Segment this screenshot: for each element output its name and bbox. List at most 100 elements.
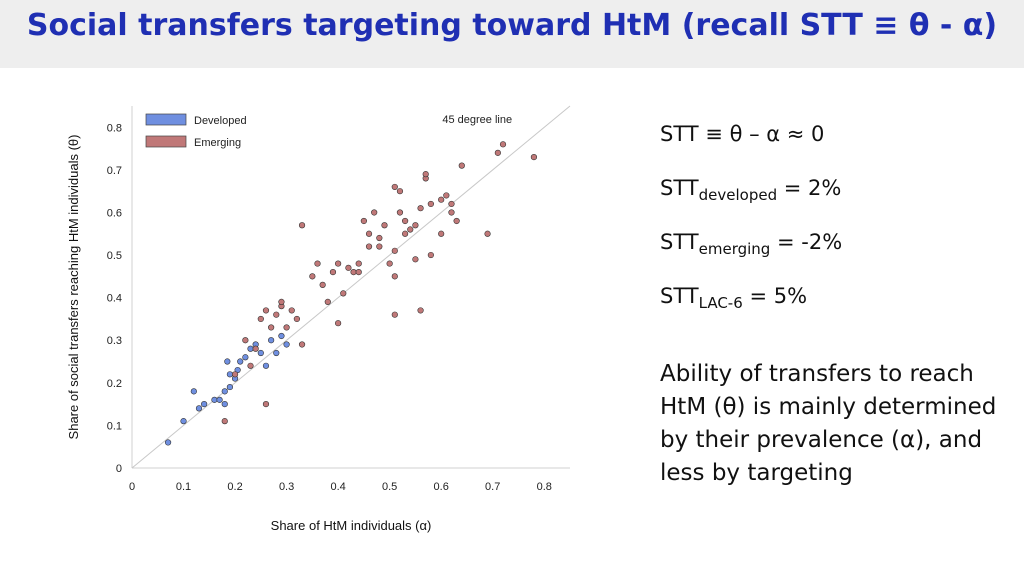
point-emerging xyxy=(252,345,259,352)
point-developed xyxy=(278,332,285,340)
point-emerging xyxy=(412,256,419,263)
point-emerging xyxy=(283,324,290,331)
point-emerging xyxy=(376,234,383,242)
legend-label-developed: Developed xyxy=(194,115,247,127)
x-tick-label: 0.8 xyxy=(537,481,552,493)
point-emerging xyxy=(381,222,388,229)
point-emerging xyxy=(438,230,445,237)
point-emerging xyxy=(396,209,404,216)
point-emerging xyxy=(273,311,280,318)
point-developed xyxy=(242,354,249,361)
point-emerging xyxy=(221,418,228,425)
x-axis-label: Share of HtM individuals (α) xyxy=(271,518,432,533)
slide-title: Social transfers targeting toward HtM (r… xyxy=(26,8,998,43)
point-emerging xyxy=(484,230,491,237)
point-emerging xyxy=(453,217,460,225)
point-developed xyxy=(211,396,218,403)
diagonal-45-line xyxy=(131,105,571,469)
point-developed xyxy=(273,349,280,357)
point-emerging xyxy=(494,149,501,156)
y-tick-label: 0.6 xyxy=(107,207,122,219)
y-tick-label: 0.1 xyxy=(107,420,122,432)
point-emerging xyxy=(257,315,264,323)
point-emerging xyxy=(345,264,352,271)
point-emerging xyxy=(288,307,295,314)
point-emerging xyxy=(391,183,398,191)
legend-swatch-emerging xyxy=(145,135,187,148)
point-emerging xyxy=(376,243,383,250)
point-emerging xyxy=(314,260,321,267)
point-emerging xyxy=(448,209,455,216)
point-developed xyxy=(247,345,254,352)
point-emerging xyxy=(396,188,404,195)
legend-swatch-developed xyxy=(145,113,187,126)
point-emerging xyxy=(247,362,254,369)
point-emerging xyxy=(422,171,429,178)
point-emerging xyxy=(355,260,362,267)
point-emerging xyxy=(499,141,507,148)
x-tick-label: 0 xyxy=(129,481,135,493)
point-developed xyxy=(268,337,275,344)
point-emerging xyxy=(443,192,450,199)
point-emerging xyxy=(262,307,270,314)
point-emerging xyxy=(371,209,378,216)
equation-stt: STT ≡ θ – α ≈ 0 xyxy=(660,122,825,146)
point-emerging xyxy=(231,371,239,378)
point-emerging xyxy=(268,324,275,331)
y-tick-label: 0.5 xyxy=(107,250,122,262)
point-emerging xyxy=(319,281,326,288)
point-emerging xyxy=(365,243,373,250)
x-tick-label: 0.6 xyxy=(434,481,449,493)
y-tick-label: 0.7 xyxy=(107,165,122,177)
point-developed xyxy=(226,371,234,378)
point-emerging xyxy=(391,247,398,254)
point-developed xyxy=(226,383,234,391)
point-emerging xyxy=(427,200,434,208)
point-emerging xyxy=(438,196,445,203)
y-tick-label: 0.2 xyxy=(107,378,122,390)
point-emerging xyxy=(365,230,373,237)
point-emerging xyxy=(278,298,285,306)
equation-stt-developed: STTdeveloped = 2% xyxy=(660,176,842,205)
x-tick-label: 0.7 xyxy=(485,481,500,493)
x-tick-label: 0.1 xyxy=(176,481,191,493)
point-emerging xyxy=(391,273,398,280)
point-emerging xyxy=(417,307,424,314)
y-tick-label: 0 xyxy=(116,463,122,475)
point-developed xyxy=(216,396,223,403)
equation-stt-lac6: STTLAC-6 = 5% xyxy=(660,284,808,313)
point-emerging xyxy=(309,273,316,280)
point-emerging xyxy=(335,260,342,267)
point-developed xyxy=(262,362,270,369)
point-emerging xyxy=(530,154,538,161)
diagonal-label: 45 degree line xyxy=(442,114,512,126)
point-emerging xyxy=(293,315,300,323)
explanation-text: Ability of transfers to reach HtM (θ) is… xyxy=(660,361,997,486)
point-developed xyxy=(237,358,244,365)
point-emerging xyxy=(242,337,249,344)
point-emerging xyxy=(262,401,270,408)
y-tick-label: 0.8 xyxy=(107,122,122,134)
equation-stt-emerging: STTemerging = -2% xyxy=(660,230,843,259)
point-emerging xyxy=(448,200,455,208)
point-emerging xyxy=(350,268,357,276)
point-emerging xyxy=(458,162,465,169)
point-emerging xyxy=(391,311,398,318)
y-tick-label: 0.3 xyxy=(107,335,122,347)
point-developed xyxy=(164,439,172,446)
point-emerging xyxy=(335,320,342,327)
x-tick-label: 0.5 xyxy=(382,481,397,493)
scatter-chart: 45 degree line 0 0.1 0.2 0.3 0.4 0.5 0.6 0.7 0.8 0… xyxy=(66,105,571,533)
point-emerging xyxy=(412,222,419,229)
y-axis-label: Share of social transfers reaching HtM i… xyxy=(66,135,81,440)
point-emerging xyxy=(298,341,306,348)
point-emerging xyxy=(298,222,306,229)
point-developed xyxy=(180,418,187,425)
point-developed xyxy=(195,405,203,412)
point-developed xyxy=(221,388,228,395)
point-developed xyxy=(190,388,197,395)
point-emerging xyxy=(427,251,434,259)
x-tick-label: 0.3 xyxy=(279,481,294,493)
point-emerging xyxy=(402,230,409,237)
point-developed xyxy=(224,358,231,365)
